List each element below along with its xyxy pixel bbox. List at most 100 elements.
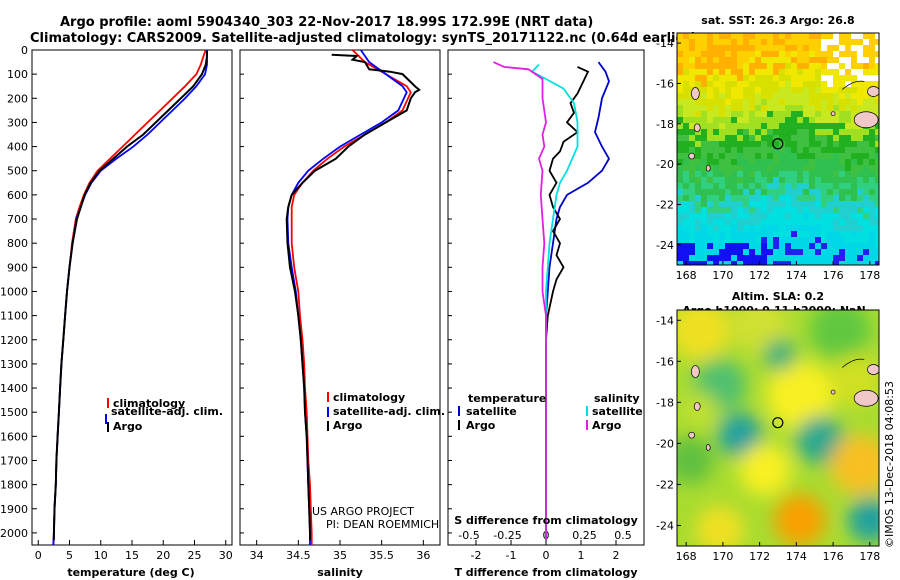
sst-cell	[821, 183, 828, 190]
sst-cell	[875, 63, 879, 70]
sst-cell	[863, 153, 870, 160]
sst-cell	[851, 141, 858, 148]
sst-cell	[683, 255, 690, 262]
sst-cell	[767, 99, 774, 106]
sst-cell	[851, 255, 858, 262]
figure-title-line1: Argo profile: aoml 5904340_303 22-Nov-20…	[60, 15, 593, 30]
sst-cell	[863, 57, 870, 64]
sst-cell	[737, 237, 744, 244]
sst-cell	[689, 135, 696, 142]
sst-cell	[677, 165, 684, 172]
legend-header-salinity: salinity	[594, 392, 640, 405]
sst-cell	[737, 177, 744, 184]
difference-x-axis: -2 -1 0 1 2-0.5 -0.25 0 0.25 0.5	[448, 49, 632, 562]
sst-cell	[827, 45, 834, 52]
sst-cell	[833, 237, 840, 244]
sst-cell	[839, 63, 846, 70]
sst-cell	[779, 261, 786, 265]
sst-cell	[725, 255, 732, 262]
sst-cell	[731, 93, 738, 100]
sst-cell	[743, 33, 750, 40]
sst-cell	[689, 147, 696, 154]
depth-tick-label: 1900	[0, 503, 28, 516]
sst-cell	[773, 93, 780, 100]
sst-cell	[761, 45, 768, 52]
sst-cell	[719, 207, 726, 214]
sst-cell	[797, 189, 804, 196]
temperature-x-axis: 0 5 10 15 20 25 30	[35, 540, 233, 562]
sst-cell	[713, 237, 720, 244]
sst-cell	[803, 99, 810, 106]
sst-cell	[851, 159, 858, 166]
sst-cell	[683, 123, 690, 130]
sst-cell	[821, 69, 828, 76]
sst-cell	[785, 33, 792, 40]
sst-cell	[815, 51, 822, 58]
x-tick-label: 0	[35, 549, 42, 562]
sst-cell	[707, 183, 714, 190]
sst-cell	[821, 231, 828, 238]
sst-cell	[737, 189, 744, 196]
sst-cell	[677, 51, 684, 58]
sst-cell	[797, 171, 804, 178]
sst-cell	[797, 201, 804, 208]
sst-cell	[869, 207, 876, 214]
sst-cell	[833, 75, 840, 82]
sst-cell	[707, 69, 714, 76]
sst-cell	[797, 87, 804, 94]
sst-cell	[743, 207, 750, 214]
sst-cell	[749, 141, 756, 148]
sst-cell	[833, 99, 840, 106]
sst-cell	[773, 111, 780, 118]
sst-cell	[833, 183, 840, 190]
sst-cell	[875, 147, 879, 154]
sst-cell	[707, 219, 714, 226]
sst-cell	[857, 171, 864, 178]
sst-cell	[749, 183, 756, 190]
sst-cell	[851, 219, 858, 226]
sst-cell	[791, 69, 798, 76]
sst-cell	[863, 171, 870, 178]
sst-cell	[743, 123, 750, 130]
sst-cell	[779, 141, 786, 148]
sst-cell	[827, 33, 834, 40]
sst-cell	[737, 99, 744, 106]
sst-cell	[797, 105, 804, 112]
sst-cell	[833, 147, 840, 154]
sst-cell	[683, 39, 690, 46]
sst-cell	[695, 171, 702, 178]
sst-cell	[797, 111, 804, 118]
sst-cell	[815, 147, 822, 154]
temperature-series	[52, 50, 208, 545]
sst-cell	[683, 183, 690, 190]
sst-cell	[833, 93, 840, 100]
sst-cell	[791, 87, 798, 94]
sst-cell	[857, 225, 864, 232]
x-tick-label: -2	[471, 549, 482, 562]
sst-cell	[797, 33, 804, 40]
sst-cell	[701, 105, 708, 112]
sst-cell	[701, 183, 708, 190]
sst-cell	[857, 231, 864, 238]
sst-cell	[743, 249, 750, 256]
sst-cell	[869, 135, 876, 142]
sst-cell	[785, 105, 792, 112]
sst-cell	[749, 117, 756, 124]
sst-cell	[737, 135, 744, 142]
sst-cell	[785, 147, 792, 154]
sst-cell	[779, 39, 786, 46]
series-line-climatology	[52, 50, 207, 545]
sst-cell	[827, 99, 834, 106]
sst-cell	[833, 165, 840, 172]
x-tick-label: 10	[94, 549, 108, 562]
x-tick-label: 0	[543, 549, 550, 562]
sst-cell	[749, 225, 756, 232]
sst-cell	[851, 57, 858, 64]
sst-cell	[689, 63, 696, 70]
sst-cell	[755, 33, 762, 40]
sst-cell	[761, 159, 768, 166]
sst-cell	[767, 165, 774, 172]
sst-cell	[731, 213, 738, 220]
sst-cell	[701, 237, 708, 244]
sla-anomaly-blob	[682, 392, 718, 428]
